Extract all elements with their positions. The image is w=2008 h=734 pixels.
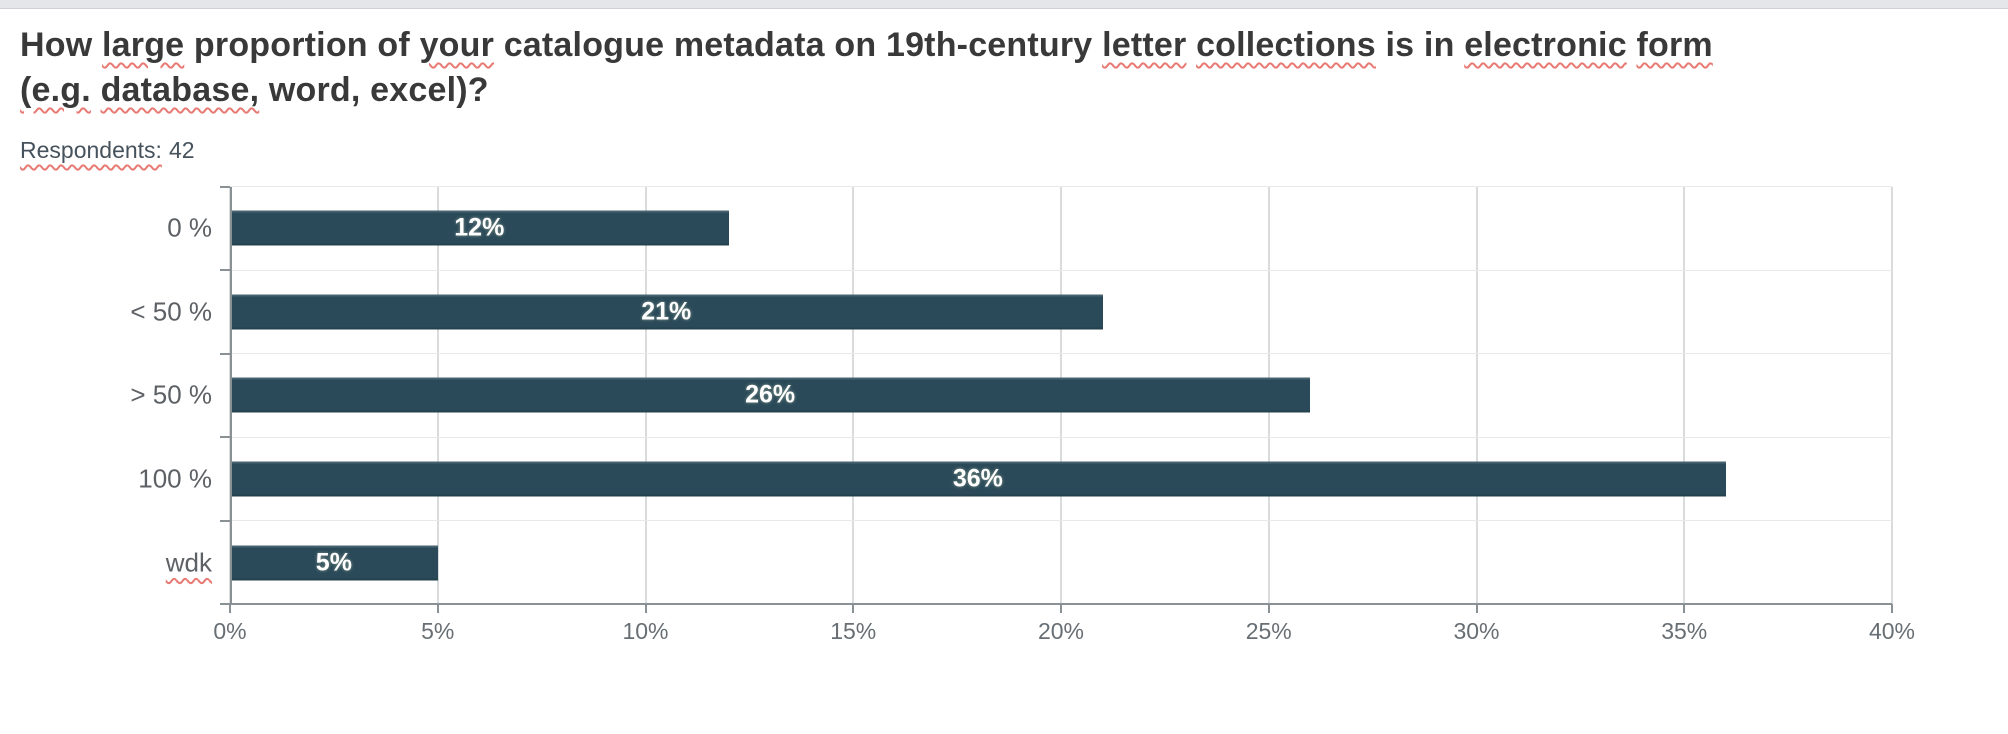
- x-axis-tick: [852, 604, 855, 613]
- bar: 36%: [230, 461, 1726, 497]
- content-area: How large proportion of your catalogue m…: [0, 9, 2008, 652]
- window-chrome-strip: [0, 0, 2008, 9]
- x-tick-label: 20%: [1037, 618, 1085, 644]
- x-axis-tick: [1891, 604, 1893, 613]
- y-axis-tick: [220, 519, 230, 522]
- misspelled-word: collections: [1196, 26, 1376, 64]
- category-label: < 50 %: [130, 296, 212, 327]
- x-axis-tick: [644, 604, 647, 613]
- misspelled-word: (e.g.: [20, 71, 91, 109]
- bar-chart: 0 % 12% < 50 % 21% > 50 % 26% 100 % 36% wdk 5% 0%…: [130, 186, 1915, 652]
- x-axis-labels: 0% 5% 10% 15% 20% 25% 30% 35% 40%: [213, 604, 1915, 652]
- respondents-label: Respondents:: [20, 137, 162, 163]
- bar: 21%: [230, 294, 1103, 330]
- y-axis-tick: [220, 186, 230, 188]
- y-axis-tick: [220, 269, 230, 272]
- misspelled-word: database,: [100, 71, 260, 109]
- y-axis-line: [230, 187, 232, 604]
- respondents-row: Respondents: 42: [20, 137, 1988, 164]
- bar-row: > 50 % 26%: [130, 354, 1892, 438]
- gridline: [1891, 187, 1893, 604]
- bar: 12%: [230, 210, 729, 246]
- bar-row: < 50 % 21%: [130, 271, 1892, 355]
- x-tick-label: 15%: [830, 618, 877, 644]
- bar-value-label: 26%: [745, 380, 796, 409]
- bar: 5%: [230, 545, 438, 581]
- x-axis-tick: [229, 604, 231, 613]
- misspelled-word: your: [419, 26, 495, 64]
- category-label: 0 %: [167, 212, 212, 243]
- x-tick-label: 10%: [622, 618, 669, 644]
- misspelled-word: letter: [1102, 26, 1187, 64]
- title-text: How: [20, 26, 103, 64]
- y-axis-tick: [220, 603, 230, 605]
- x-axis-tick: [1267, 604, 1270, 613]
- bar-value-label: 12%: [454, 213, 505, 242]
- misspelled-word: form: [1636, 26, 1713, 64]
- x-axis-tick: [1060, 604, 1062, 613]
- respondents-value: 42: [168, 137, 195, 163]
- question-title-line1: How large proportion of your catalogue m…: [20, 23, 1988, 68]
- misspelled-word: large: [102, 26, 185, 64]
- bar-value-label: 21%: [641, 297, 692, 326]
- gridline: [1476, 187, 1477, 604]
- y-axis-tick: [220, 436, 230, 439]
- x-axis-tick: [1475, 604, 1478, 613]
- category-label: wdk: [165, 547, 212, 578]
- x-axis-tick: [436, 604, 439, 613]
- category-label: 100 %: [138, 463, 212, 494]
- title-text: proportion of: [184, 26, 420, 64]
- category-label: > 50 %: [130, 379, 212, 410]
- x-tick-label: 25%: [1245, 618, 1292, 644]
- bar-value-label: 36%: [952, 464, 1003, 493]
- title-text: catalogue metadata on 19th-century: [494, 26, 1103, 64]
- bar-value-label: 5%: [315, 548, 352, 577]
- title-text: [91, 71, 101, 109]
- plot-area: 0 % 12% < 50 % 21% > 50 % 26% 100 % 36% wdk 5%: [130, 186, 1893, 613]
- x-tick-label: 40%: [1868, 618, 1916, 644]
- misspelled-word: electronic: [1464, 26, 1627, 64]
- title-text: is in: [1375, 26, 1465, 64]
- x-tick-label: 5%: [421, 618, 455, 644]
- y-axis-tick: [220, 352, 230, 355]
- question-title-line2: (e.g. database, word, excel)?: [20, 68, 1988, 113]
- title-text: [1186, 26, 1196, 64]
- bar-row: wdk 5%: [166, 521, 1892, 605]
- question-title: How large proportion of your catalogue m…: [20, 23, 1988, 113]
- x-axis-tick: [1683, 604, 1686, 613]
- x-tick-label: 0%: [213, 618, 247, 644]
- gridline: [1683, 187, 1685, 604]
- x-tick-label: 30%: [1453, 618, 1500, 644]
- bar-row: 100 % 36%: [138, 438, 1892, 522]
- x-tick-label: 35%: [1661, 618, 1708, 644]
- bar-row: 0 % 12%: [167, 187, 1892, 271]
- bar-rows-layer: 0 % 12% < 50 % 21% > 50 % 26% 100 % 36% wdk 5%: [130, 187, 1892, 605]
- bar: 26%: [230, 377, 1311, 413]
- title-text: word, excel)?: [259, 71, 489, 109]
